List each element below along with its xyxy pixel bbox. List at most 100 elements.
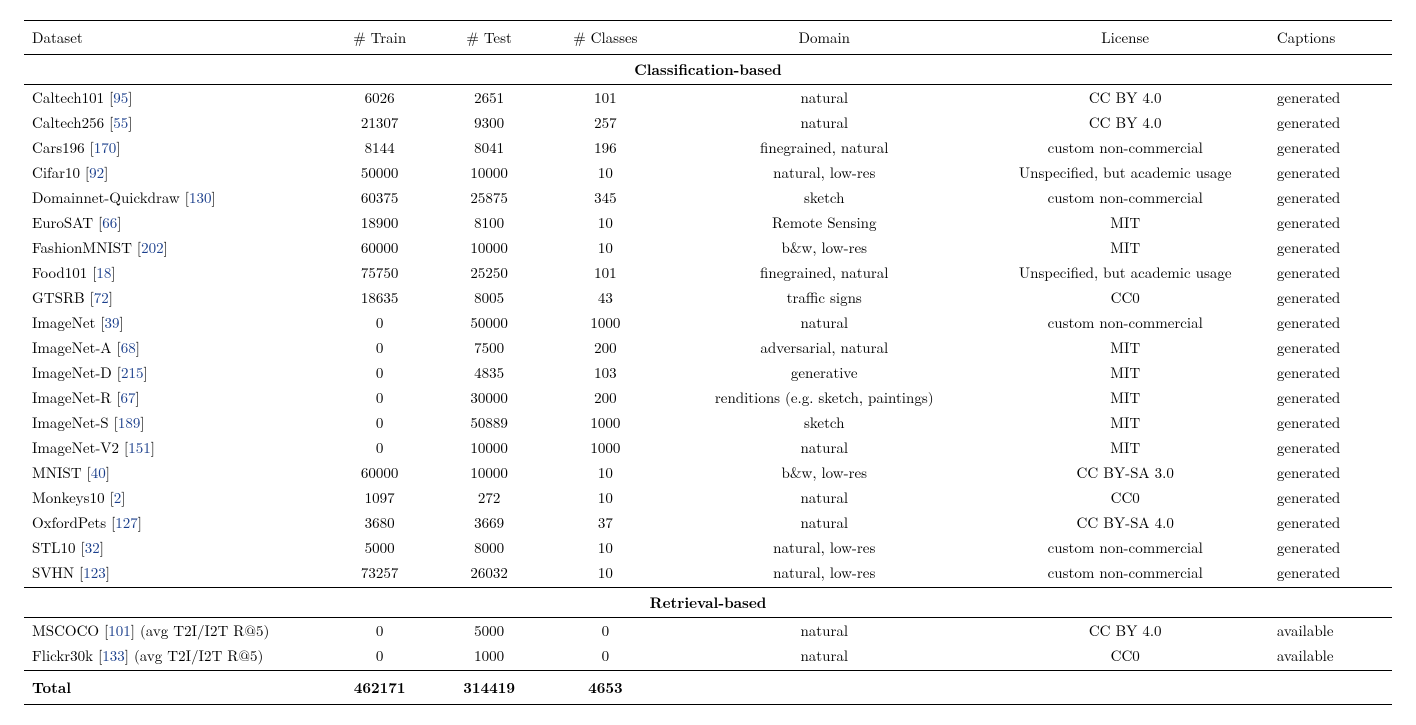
cell-dataset: STL10 [32] <box>24 535 325 560</box>
table-header-row: Dataset # Train # Test # Classes Domain … <box>24 21 1392 55</box>
cell-classes: 200 <box>544 335 667 360</box>
citation-link[interactable]: 39 <box>105 312 120 333</box>
cell-dataset: ImageNet-D [215] <box>24 360 325 385</box>
cell-captions: generated <box>1269 260 1392 285</box>
cell-train: 5000 <box>325 535 434 560</box>
citation-link[interactable]: 133 <box>102 645 125 666</box>
cell-captions: generated <box>1269 110 1392 135</box>
dataset-name: ImageNet <box>32 312 95 333</box>
table-row: EuroSAT [66]18900810010Remote SensingMIT… <box>24 210 1392 235</box>
cell-dataset: ImageNet-V2 [151] <box>24 435 325 460</box>
cell-dataset: Domainnet-Quickdraw [130] <box>24 185 325 210</box>
citation-link[interactable]: 2 <box>114 487 122 508</box>
table-row: ImageNet-V2 [151]0100001000naturalMITgen… <box>24 435 1392 460</box>
cell-domain: adversarial, natural <box>667 335 982 360</box>
citation-link[interactable]: 66 <box>102 212 117 233</box>
citation-link[interactable]: 170 <box>94 137 117 158</box>
citation-link[interactable]: 215 <box>121 362 144 383</box>
cell-dataset: Cifar10 [92] <box>24 160 325 185</box>
citation-link[interactable]: 55 <box>113 112 128 133</box>
citation-link[interactable]: 189 <box>118 412 141 433</box>
citation-link[interactable]: 151 <box>128 437 151 458</box>
total-test: 314419 <box>434 671 543 705</box>
cell-captions: generated <box>1269 360 1392 385</box>
cell-dataset: MNIST [40] <box>24 460 325 485</box>
cell-captions: generated <box>1269 510 1392 535</box>
cell-dataset: ImageNet-S [189] <box>24 410 325 435</box>
cell-license: CC0 <box>982 643 1269 671</box>
dataset-name: Food101 <box>32 262 87 283</box>
cell-train: 0 <box>325 335 434 360</box>
citation-link[interactable]: 18 <box>96 262 111 283</box>
cell-captions: available <box>1269 618 1392 644</box>
cell-classes: 37 <box>544 510 667 535</box>
cell-test: 9300 <box>434 110 543 135</box>
cell-test: 50000 <box>434 310 543 335</box>
citation-link[interactable]: 67 <box>121 387 136 408</box>
dataset-name: EuroSAT <box>32 212 93 233</box>
header-license: License <box>982 21 1269 55</box>
citation-link[interactable]: 202 <box>141 237 164 258</box>
cell-license: MIT <box>982 235 1269 260</box>
table-row: MNIST [40]600001000010b&w, low-resCC BY-… <box>24 460 1392 485</box>
cell-captions: generated <box>1269 410 1392 435</box>
cell-captions: generated <box>1269 385 1392 410</box>
cell-domain: natural <box>667 110 982 135</box>
citation-link[interactable]: 72 <box>94 287 109 308</box>
cell-classes: 257 <box>544 110 667 135</box>
cell-classes: 101 <box>544 85 667 111</box>
cell-train: 8144 <box>325 135 434 160</box>
cell-dataset: Monkeys10 [2] <box>24 485 325 510</box>
cell-license: MIT <box>982 210 1269 235</box>
cell-dataset: ImageNet-R [67] <box>24 385 325 410</box>
cell-dataset: ImageNet-A [68] <box>24 335 325 360</box>
table-row: MSCOCO [101] (avg T2I/I2T R@5)050000natu… <box>24 618 1392 644</box>
citation-link[interactable]: 123 <box>83 562 106 583</box>
cell-captions: available <box>1269 643 1392 671</box>
dataset-name: Flickr30k <box>32 645 93 666</box>
header-dataset: Dataset <box>24 21 325 55</box>
citation-link[interactable]: 127 <box>115 512 138 533</box>
cell-license: MIT <box>982 360 1269 385</box>
cell-domain: generative <box>667 360 982 385</box>
cell-license: custom non-commercial <box>982 185 1269 210</box>
cell-license: custom non-commercial <box>982 535 1269 560</box>
cell-test: 8100 <box>434 210 543 235</box>
cell-captions: generated <box>1269 485 1392 510</box>
citation-link[interactable]: 92 <box>89 162 104 183</box>
citation-link[interactable]: 101 <box>108 620 131 641</box>
cell-domain: natural, low-res <box>667 535 982 560</box>
cell-train: 60000 <box>325 235 434 260</box>
cell-train: 0 <box>325 310 434 335</box>
cell-classes: 10 <box>544 460 667 485</box>
cell-train: 3680 <box>325 510 434 535</box>
citation-link[interactable]: 130 <box>189 187 212 208</box>
datasets-table: Dataset # Train # Test # Classes Domain … <box>24 20 1392 705</box>
cell-domain: natural <box>667 643 982 671</box>
dataset-name: ImageNet-S <box>32 412 109 433</box>
section-header: Retrieval-based <box>24 588 1392 618</box>
dataset-name: SVHN <box>32 562 74 583</box>
table-row: Flickr30k [133] (avg T2I/I2T R@5)010000n… <box>24 643 1392 671</box>
dataset-name: Caltech256 <box>32 112 104 133</box>
cell-domain: finegrained, natural <box>667 135 982 160</box>
cell-dataset: GTSRB [72] <box>24 285 325 310</box>
citation-link[interactable]: 32 <box>85 537 100 558</box>
cell-license: CC0 <box>982 285 1269 310</box>
cell-train: 18635 <box>325 285 434 310</box>
cell-dataset: SVHN [123] <box>24 560 325 588</box>
cell-license: CC0 <box>982 485 1269 510</box>
cell-domain: natural <box>667 435 982 460</box>
cell-captions: generated <box>1269 160 1392 185</box>
cell-license: custom non-commercial <box>982 560 1269 588</box>
dataset-suffix: (avg T2I/I2T R@5) <box>135 620 269 641</box>
citation-link[interactable]: 40 <box>91 462 106 483</box>
citation-link[interactable]: 68 <box>121 337 136 358</box>
cell-dataset: Food101 [18] <box>24 260 325 285</box>
total-empty <box>982 671 1269 705</box>
citation-link[interactable]: 95 <box>113 87 128 108</box>
cell-test: 3669 <box>434 510 543 535</box>
cell-train: 18900 <box>325 210 434 235</box>
cell-test: 10000 <box>434 435 543 460</box>
cell-classes: 0 <box>544 618 667 644</box>
